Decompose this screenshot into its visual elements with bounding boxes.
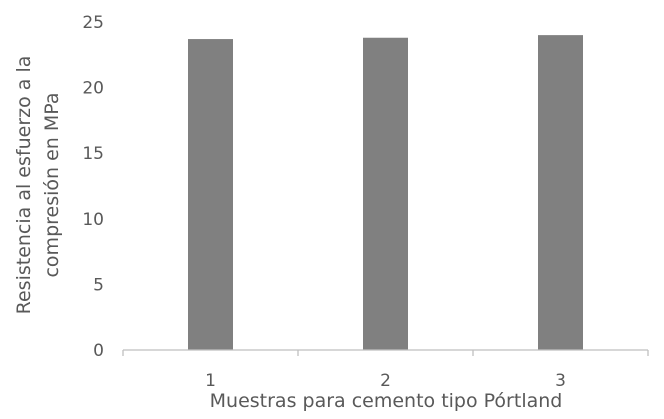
- y-axis-title: Resistencia al esfuerzo a la compresión …: [13, 56, 63, 315]
- y-tick-label: 0: [93, 341, 104, 361]
- x-tick-label: 3: [555, 371, 566, 391]
- y-axis-title-line-2: compresión en MPa: [41, 92, 63, 277]
- y-tick-label: 15: [82, 144, 104, 164]
- y-tick-label: 10: [82, 210, 104, 230]
- y-axis-ticks: 0 5 10 15 20 25: [82, 13, 104, 361]
- bars: [188, 35, 583, 351]
- bar: [538, 35, 583, 351]
- y-tick-label: 25: [82, 13, 104, 33]
- y-tick-label: 5: [93, 275, 104, 295]
- x-tick-label: 1: [205, 371, 216, 391]
- y-tick-label: 20: [82, 79, 104, 99]
- x-axis-ticks: 1 2 3: [205, 371, 566, 391]
- x-axis-title: Muestras para cemento tipo Pórtland: [210, 390, 563, 412]
- bar: [188, 39, 233, 350]
- bar: [363, 37, 408, 351]
- y-axis-title-line-1: Resistencia al esfuerzo a la: [13, 56, 35, 315]
- x-tick-label: 2: [380, 371, 391, 391]
- x-axis: [122, 349, 649, 356]
